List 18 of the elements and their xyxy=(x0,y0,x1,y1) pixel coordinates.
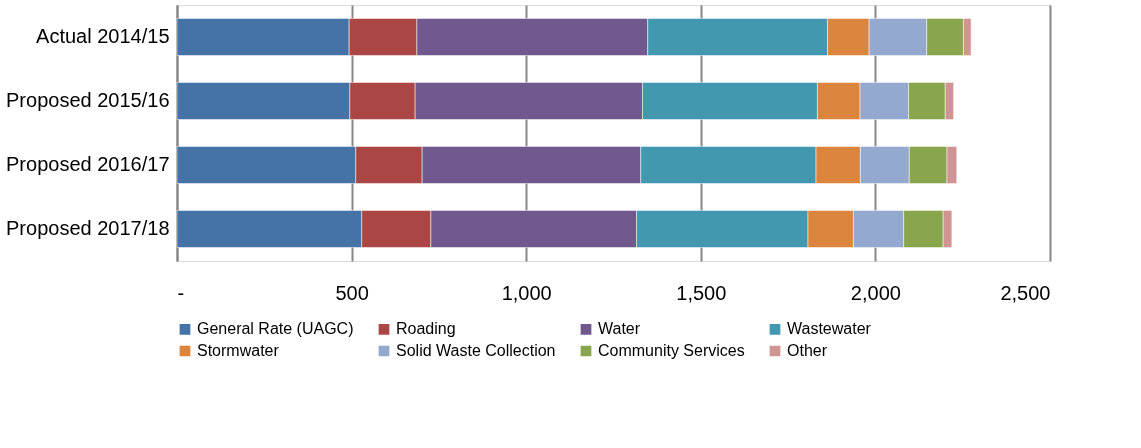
x-tick-label: 1,500 xyxy=(676,281,727,304)
legend-label: Wastewater xyxy=(787,320,872,338)
x-tick-label: 500 xyxy=(335,281,369,304)
y-tick-label: Proposed 2016/17 xyxy=(6,153,170,175)
legend-label: Community Services xyxy=(598,342,745,359)
x-tick-label: 2,500 xyxy=(1000,281,1051,304)
legend-label: Roading xyxy=(396,320,456,338)
legend-label: Stormwater xyxy=(197,342,280,359)
legend-label: Other xyxy=(787,342,828,359)
y-tick-label: Proposed 2015/16 xyxy=(6,89,170,111)
y-tick-label: Actual 2014/15 xyxy=(36,25,170,47)
x-tick-label: 2,000 xyxy=(850,281,901,304)
x-tick-label: 1,000 xyxy=(501,281,552,304)
x-tick-label: - xyxy=(177,281,185,304)
legend-label: General Rate (UAGC) xyxy=(197,320,354,338)
legend-label: Water xyxy=(598,320,641,338)
legend-label: Solid Waste Collection xyxy=(396,342,556,359)
y-tick-label: Proposed 2017/18 xyxy=(6,217,170,239)
